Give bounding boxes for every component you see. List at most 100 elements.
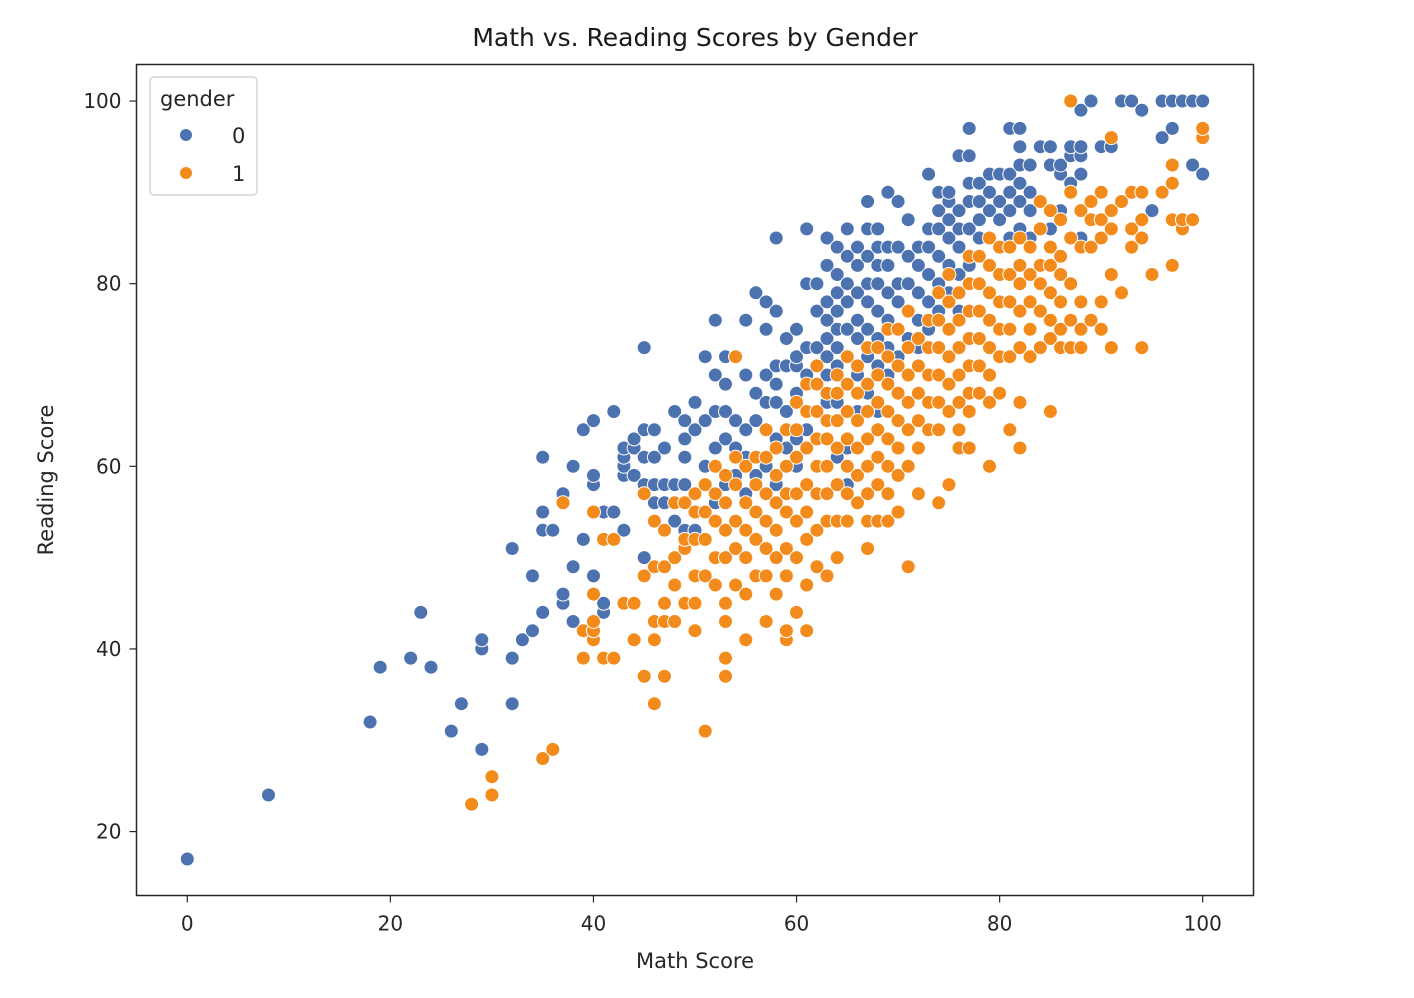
point-series-1-135 bbox=[829, 477, 845, 493]
point-series-1-83 bbox=[758, 568, 774, 584]
x-tick-label-20: 20 bbox=[378, 912, 403, 936]
point-series-1-314 bbox=[1124, 239, 1140, 255]
point-series-0-88 bbox=[718, 404, 733, 419]
point-series-1-262 bbox=[1012, 230, 1028, 246]
point-series-1-74 bbox=[738, 522, 754, 538]
point-series-0-24 bbox=[555, 586, 571, 602]
point-series-0-78 bbox=[697, 413, 713, 429]
point-series-1-285 bbox=[1053, 248, 1069, 264]
point-series-1-54 bbox=[707, 513, 723, 529]
point-series-1-202 bbox=[931, 422, 947, 438]
point-series-1-126 bbox=[819, 568, 835, 584]
legend-title: gender bbox=[160, 87, 235, 111]
point-series-1-206 bbox=[931, 312, 947, 328]
x-axis: 0 20 40 60 80 100 bbox=[181, 895, 1222, 936]
point-series-0-5 bbox=[413, 604, 429, 620]
point-series-0-195 bbox=[880, 257, 896, 273]
point-series-0-47 bbox=[626, 467, 642, 483]
point-series-0-202 bbox=[890, 194, 906, 209]
point-series-0-221 bbox=[931, 248, 947, 264]
point-series-1-136 bbox=[829, 440, 845, 456]
point-series-0-112 bbox=[768, 376, 784, 392]
point-series-1-148 bbox=[850, 467, 865, 483]
legend-label-0: 0 bbox=[232, 124, 245, 148]
point-series-0-15 bbox=[514, 632, 530, 648]
point-series-0-144 bbox=[819, 294, 835, 310]
point-series-1-156 bbox=[860, 458, 876, 474]
point-series-1-251 bbox=[1002, 349, 1018, 365]
point-series-1-22 bbox=[636, 486, 652, 502]
point-series-1-236 bbox=[982, 458, 997, 474]
point-series-1-143 bbox=[839, 431, 855, 447]
point-series-1-190 bbox=[910, 486, 926, 502]
point-series-1-218 bbox=[951, 367, 967, 383]
x-axis-title: Math Score bbox=[636, 949, 754, 973]
point-series-1-94 bbox=[768, 440, 784, 456]
point-series-0-8 bbox=[453, 696, 469, 712]
point-series-1-158 bbox=[860, 404, 876, 419]
point-series-1-298 bbox=[1083, 312, 1099, 328]
point-series-1-325 bbox=[1164, 175, 1180, 191]
point-series-1-84 bbox=[758, 541, 774, 556]
point-series-0-165 bbox=[839, 221, 855, 237]
point-series-1-69 bbox=[728, 449, 744, 465]
point-series-1-189 bbox=[900, 303, 916, 319]
point-series-1-87 bbox=[758, 449, 774, 465]
point-series-1-210 bbox=[941, 376, 957, 392]
point-series-0-74 bbox=[687, 422, 703, 438]
series-1 bbox=[464, 93, 1211, 812]
point-series-0-260 bbox=[1002, 184, 1018, 200]
point-series-0-6 bbox=[423, 659, 439, 675]
point-series-0-268 bbox=[1012, 120, 1028, 136]
point-series-0-118 bbox=[778, 404, 794, 419]
point-series-1-168 bbox=[880, 513, 896, 529]
y-tick-label-40: 40 bbox=[96, 637, 121, 661]
point-series-1-292 bbox=[1063, 93, 1079, 109]
point-series-0-238 bbox=[961, 221, 977, 237]
point-series-1-283 bbox=[1053, 294, 1069, 310]
point-series-1-66 bbox=[728, 541, 744, 556]
x-tick-label-0: 0 bbox=[181, 912, 194, 936]
point-series-1-27 bbox=[646, 513, 662, 529]
point-series-1-52 bbox=[707, 577, 723, 593]
point-series-0-111 bbox=[768, 394, 784, 410]
point-series-0-50 bbox=[636, 550, 652, 566]
point-series-1-276 bbox=[1042, 312, 1058, 328]
point-series-0-58 bbox=[646, 449, 662, 465]
point-series-1-65 bbox=[728, 577, 744, 593]
point-series-0-207 bbox=[900, 212, 916, 228]
legend-marker-1 bbox=[179, 166, 193, 180]
point-series-1-223 bbox=[961, 404, 977, 419]
point-series-1-242 bbox=[982, 257, 997, 273]
point-series-0-277 bbox=[1042, 139, 1058, 155]
point-series-1-307 bbox=[1103, 340, 1119, 356]
point-series-1-282 bbox=[1053, 321, 1069, 337]
point-series-1-111 bbox=[799, 577, 815, 593]
point-series-0-296 bbox=[1144, 203, 1160, 219]
point-series-0-2 bbox=[362, 714, 378, 730]
point-series-0-103 bbox=[748, 285, 764, 301]
point-series-1-220 bbox=[951, 312, 967, 328]
point-series-1-174 bbox=[880, 349, 896, 365]
point-series-0-259 bbox=[1002, 203, 1018, 219]
point-series-1-208 bbox=[941, 477, 957, 493]
point-series-1-163 bbox=[870, 449, 886, 465]
legend-box bbox=[149, 76, 258, 196]
point-series-1-219 bbox=[951, 340, 967, 356]
point-series-1-284 bbox=[1053, 267, 1069, 282]
point-series-0-247 bbox=[971, 194, 987, 209]
point-series-1-171 bbox=[880, 431, 896, 447]
point-series-1-21 bbox=[636, 568, 652, 584]
point-series-0-14 bbox=[504, 541, 520, 556]
point-series-0-146 bbox=[819, 230, 835, 246]
point-series-1-272 bbox=[1032, 221, 1048, 237]
point-series-1-205 bbox=[931, 340, 947, 356]
point-series-1-304 bbox=[1093, 230, 1109, 246]
point-series-1-169 bbox=[880, 486, 896, 502]
point-series-0-265 bbox=[1012, 175, 1028, 191]
legend-label-1: 1 bbox=[232, 162, 245, 186]
point-series-1-293 bbox=[1073, 340, 1089, 356]
point-series-0-3 bbox=[372, 659, 388, 675]
point-series-0-64 bbox=[667, 513, 683, 529]
